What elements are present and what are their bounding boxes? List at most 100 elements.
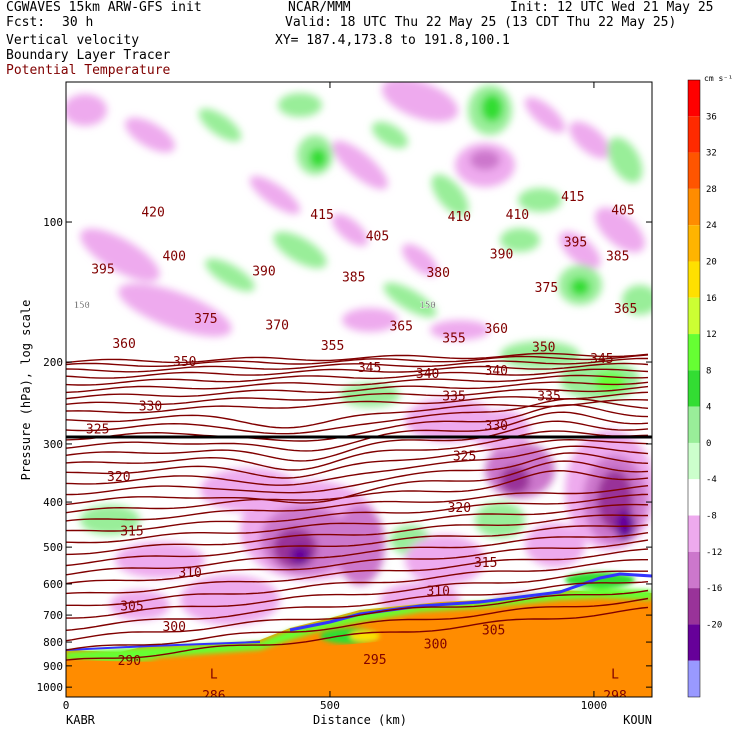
colorbar-swatch: [688, 588, 700, 625]
colorbar-swatch: [688, 334, 700, 371]
colorbar-tick-label: 0: [706, 439, 711, 449]
potential-temperature-contours: [66, 352, 649, 661]
theta-contour: [66, 445, 649, 486]
model-title: CGWAVES 15km ARW-GFS init: [6, 0, 202, 15]
theta-contour: [66, 452, 649, 496]
theta-label: 300: [162, 620, 185, 635]
y-tick-label: 600: [43, 578, 63, 591]
theta-contour: [66, 548, 649, 595]
theta-label: 365: [614, 302, 637, 317]
colorbar-tick-label: 8: [706, 366, 711, 376]
colorbar-tick-label: -16: [706, 584, 722, 594]
theta-contour: [66, 357, 648, 373]
x-tick-label: 1000: [581, 699, 608, 712]
y-tick-label: 200: [43, 356, 63, 369]
theta-label: 355: [321, 339, 344, 354]
theta-contour: [66, 374, 649, 394]
colorbar-swatch: [688, 406, 700, 443]
colorbar-swatch: [688, 297, 700, 335]
theta-contour: [66, 368, 649, 386]
theta-contour: [66, 391, 649, 414]
theta-label: 410: [448, 210, 471, 225]
tropopause-label: 150: [74, 301, 90, 311]
tropopause-label: 150: [419, 301, 435, 311]
colorbar: 36 32 28 24 20 16 12 8 4 0 -4 -8 -12 -16 -20: [687, 79, 722, 698]
theta-label: 320: [448, 501, 471, 516]
theta-contour: [66, 385, 649, 406]
theta-contour: [66, 352, 649, 364]
theta-label: 320: [107, 470, 130, 485]
x-axis-label: Distance (km): [313, 713, 407, 727]
theta-label: 405: [611, 204, 634, 219]
theta-contour: [66, 570, 648, 619]
colorbar-swatch: [688, 479, 700, 516]
theta-contour: [66, 362, 649, 379]
theta-label: 305: [482, 624, 505, 639]
theta-contour: [66, 581, 649, 631]
theta-contour: [66, 532, 649, 576]
theta-contour: [66, 381, 649, 400]
field-vertical-velocity: Vertical velocity: [6, 33, 140, 48]
y-axis-label: Pressure (hPa), log scale: [19, 300, 33, 481]
forecast-label: Fcst:: [6, 15, 46, 30]
theta-label: 300: [424, 637, 447, 652]
right-endpoint-label: KOUN: [623, 713, 652, 727]
colorbar-tick-label: -8: [706, 512, 717, 522]
x-tick-label: 500: [320, 699, 340, 712]
colorbar-tick-label: 12: [706, 330, 717, 340]
theta-label: 350: [173, 355, 196, 370]
theta-contour: [66, 485, 649, 522]
theta-label: 315: [474, 556, 497, 571]
colorbar-tick-label: 16: [706, 294, 717, 304]
y-tick-label: 500: [43, 541, 63, 554]
theta-label: 355: [442, 331, 465, 346]
theta-label: 385: [342, 271, 365, 286]
theta-label: 335: [442, 389, 465, 404]
forecast-value: 30 h: [62, 15, 94, 30]
theta-contour: [66, 411, 649, 452]
theta-label: 420: [141, 206, 164, 221]
boundary-layer-tracer-shading: [66, 572, 652, 697]
theta-label: 375: [535, 281, 558, 296]
theta-label: 295: [363, 653, 386, 668]
y-tick-label: 1000: [37, 681, 64, 694]
theta-contour: [66, 493, 649, 532]
y-tick-label: 700: [43, 609, 63, 622]
colorbar-swatch: [688, 188, 700, 226]
theta-label: 330: [485, 419, 508, 434]
theta-label: 385: [606, 249, 629, 264]
colorbar-tick-label: -4: [706, 475, 717, 485]
y-tick-label: 100: [43, 216, 63, 229]
theta-label: 298: [603, 689, 626, 704]
theta-label: 365: [389, 320, 412, 335]
theta-label: 310: [178, 566, 201, 581]
theta-label: 345: [358, 361, 381, 376]
theta-label: 310: [426, 585, 449, 600]
y-tick-label: 400: [43, 496, 63, 509]
x-axis: 0 500 1000: [63, 82, 607, 712]
theta-contour: [66, 524, 649, 567]
theta-label: 360: [485, 322, 508, 337]
theta-label: 380: [426, 266, 449, 281]
theta-label: 325: [453, 450, 476, 465]
theta-label: 360: [112, 337, 135, 352]
theta-label: 370: [265, 318, 288, 333]
cross-section-endpoints: XY= 187.4,173.8 to 191.8,100.1: [275, 33, 510, 48]
colorbar-swatch: [688, 442, 700, 480]
theta-label: 405: [366, 230, 389, 245]
theta-label: 395: [564, 235, 587, 250]
theta-contour: [66, 469, 649, 514]
colorbar-swatch: [688, 660, 700, 697]
y-axis: 100 200 300 400 500 600 700 800 900 1000: [37, 216, 652, 694]
theta-label: 415: [561, 190, 584, 205]
theta-label: 390: [490, 248, 513, 263]
theta-contour: [66, 514, 649, 556]
theta-contour: [66, 420, 649, 462]
x-tick-label: 0: [63, 699, 70, 712]
y-tick-label: 900: [43, 660, 63, 673]
theta-label: 415: [310, 208, 333, 223]
colorbar-tick-label: 36: [706, 112, 717, 122]
colorbar-swatch: [688, 80, 700, 117]
colorbar-tick-label: 28: [706, 185, 717, 195]
